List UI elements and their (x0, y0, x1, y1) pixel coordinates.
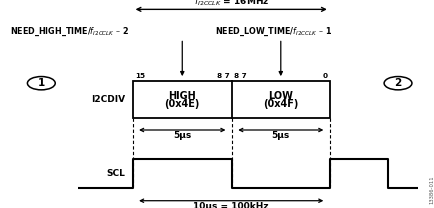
Text: 2: 2 (394, 78, 401, 88)
Text: $f_{I2CCLK}$ = 16MHz: $f_{I2CCLK}$ = 16MHz (193, 0, 268, 8)
Text: 5μs: 5μs (271, 131, 289, 140)
Text: HIGH: HIGH (168, 90, 196, 101)
Bar (132, 81, 329, 118)
Text: 10μs = 100kHz: 10μs = 100kHz (193, 202, 268, 208)
Text: (0x4F): (0x4F) (263, 99, 298, 109)
Text: 5μs: 5μs (173, 131, 191, 140)
Text: LOW: LOW (268, 90, 293, 101)
Text: 15: 15 (135, 73, 145, 79)
Text: NEED_HIGH_TIME/$f_{I2CCLK}$ – 2: NEED_HIGH_TIME/$f_{I2CCLK}$ – 2 (10, 26, 128, 38)
Text: SCL: SCL (106, 169, 125, 178)
Text: 13386-011: 13386-011 (428, 175, 433, 204)
Text: I2CDIV: I2CDIV (91, 95, 125, 104)
Text: NEED_LOW_TIME/$f_{I2CCLK}$ – 1: NEED_LOW_TIME/$f_{I2CCLK}$ – 1 (215, 26, 332, 38)
Text: (0x4E): (0x4E) (164, 99, 200, 109)
Text: 0: 0 (322, 73, 327, 79)
Text: 8 7: 8 7 (217, 73, 229, 79)
Text: 8 7: 8 7 (233, 73, 246, 79)
Text: 1: 1 (38, 78, 45, 88)
